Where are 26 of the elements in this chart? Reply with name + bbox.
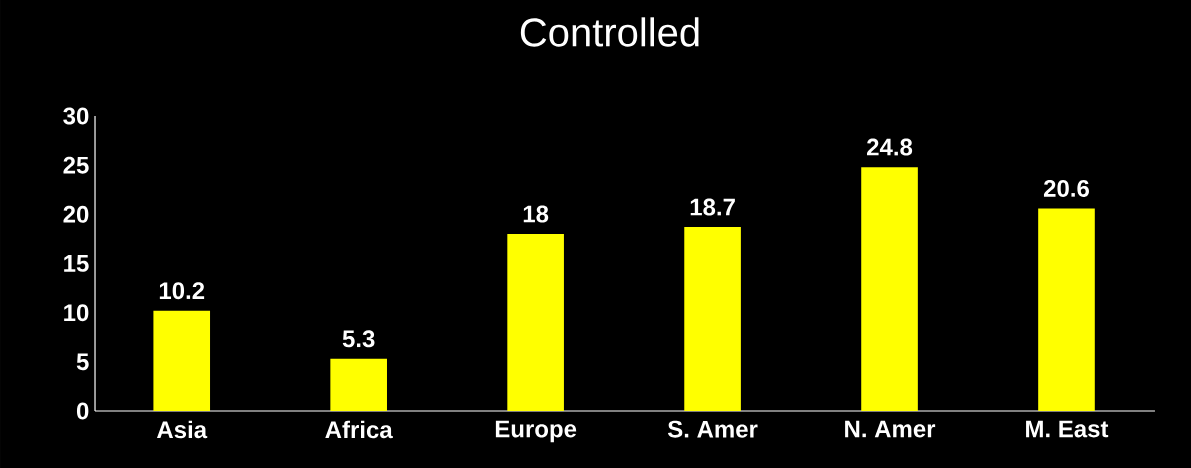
data-label: 10.2 [159, 282, 205, 300]
x-tick-label: Africa [325, 420, 393, 439]
bar [684, 227, 741, 411]
data-label: 18 [523, 205, 549, 223]
bar [1038, 208, 1095, 411]
y-tick-label: 10 [64, 304, 89, 322]
bar [330, 358, 387, 411]
data-label: 5.3 [342, 330, 375, 348]
x-tick-label: S. Amer [667, 420, 758, 438]
y-tick-label: 30 [63, 107, 89, 125]
bar [153, 310, 211, 411]
bar [861, 167, 918, 411]
bar [507, 233, 564, 411]
y-tick-label: 20 [63, 205, 89, 223]
data-label: 18.7 [690, 198, 735, 216]
y-tick-label: 25 [63, 156, 89, 174]
x-tick-label: M. East [1026, 420, 1109, 438]
y-tick-label: 0 [76, 402, 89, 420]
x-tick-label: N. Amer [845, 420, 936, 438]
y-tick-label: 5 [76, 353, 89, 371]
x-tick-label: Europe [495, 420, 577, 443]
chart-title: Controlled [520, 17, 699, 47]
data-label: 24.8 [867, 138, 913, 156]
data-label: 20.6 [1043, 179, 1089, 197]
y-tick-label: 15 [64, 255, 89, 272]
x-tick-label: Asia [156, 420, 208, 439]
